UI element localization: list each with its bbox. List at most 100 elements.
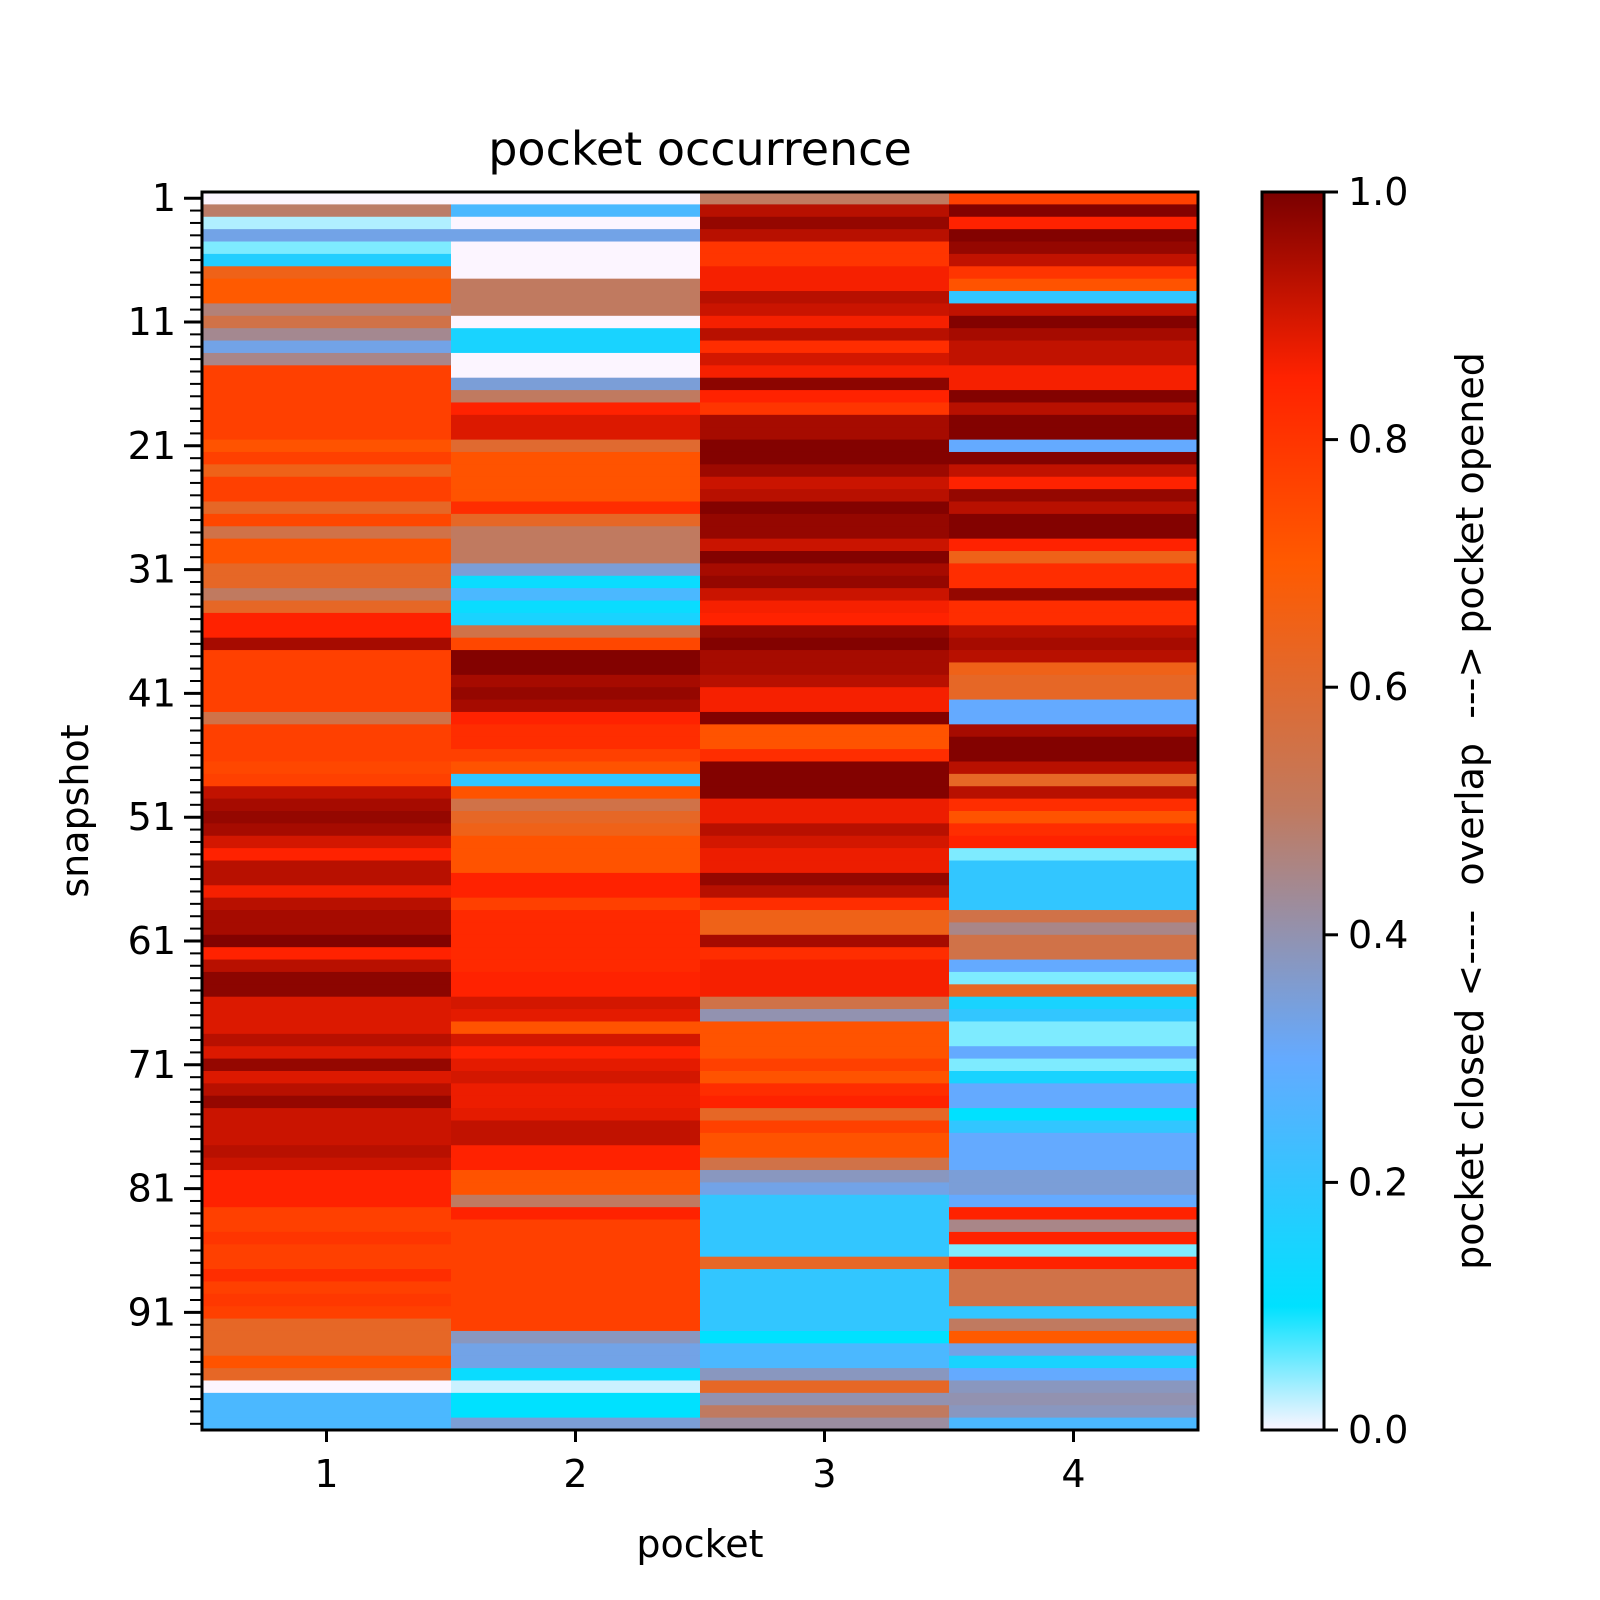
heatmap-cell <box>202 204 452 218</box>
heatmap-cell <box>202 476 452 490</box>
heatmap-cell <box>451 402 701 416</box>
heatmap-cell <box>451 922 701 936</box>
heatmap-cell <box>700 1318 950 1332</box>
heatmap-cell <box>700 699 950 713</box>
heatmap-cell <box>451 1405 701 1419</box>
heatmap-cell <box>451 1368 701 1382</box>
heatmap-cell <box>700 1058 950 1072</box>
colorbar-tick-label: 0.6 <box>1348 665 1408 709</box>
x-tick-label: 1 <box>314 1452 338 1496</box>
heatmap-cell <box>949 811 1199 824</box>
heatmap-cell <box>202 489 452 503</box>
heatmap-cell <box>451 687 701 701</box>
heatmap-cell <box>202 427 452 441</box>
heatmap-cell <box>202 1355 452 1369</box>
heatmap-cell <box>451 1269 701 1283</box>
y-tick-label: 41 <box>128 671 176 715</box>
heatmap-cell <box>202 848 452 862</box>
heatmap-cell <box>202 1170 452 1183</box>
heatmap-cell <box>700 303 950 317</box>
heatmap-cell <box>949 588 1199 602</box>
heatmap-cell <box>700 848 950 862</box>
heatmap-cell <box>700 786 950 800</box>
heatmap-cell <box>451 699 701 713</box>
heatmap-cell <box>949 451 1199 465</box>
heatmap-cell <box>202 724 452 738</box>
heatmap-cell <box>451 749 701 763</box>
heatmap-cell <box>202 513 452 527</box>
heatmap-cell <box>949 1306 1199 1320</box>
heatmap-cell <box>451 1009 701 1023</box>
heatmap-cell <box>700 798 950 812</box>
heatmap-cell <box>949 291 1199 305</box>
heatmap-cell <box>700 513 950 527</box>
x-tick-label: 4 <box>1061 1452 1085 1496</box>
heatmap-cell <box>202 996 452 1010</box>
x-tick-label: 2 <box>563 1452 587 1496</box>
heatmap-cell <box>700 1281 950 1295</box>
heatmap-cell <box>451 427 701 441</box>
heatmap-cell <box>949 971 1199 985</box>
heatmap-cell <box>949 1392 1199 1406</box>
heatmap-cell <box>451 1293 701 1307</box>
heatmap-cell <box>949 1368 1199 1382</box>
heatmap-cell <box>202 1083 452 1097</box>
heatmap-cell <box>451 773 701 787</box>
heatmap-cell <box>949 1293 1199 1307</box>
heatmap-cell <box>700 625 950 639</box>
heatmap-cell <box>202 1009 452 1023</box>
x-tick-label: 3 <box>812 1452 836 1496</box>
y-tick-label: 21 <box>128 424 176 468</box>
heatmap-cell <box>202 637 452 651</box>
heatmap-cell <box>949 650 1199 664</box>
heatmap-cell <box>451 1219 701 1233</box>
x-axis-label: pocket <box>636 1522 763 1566</box>
heatmap-cell <box>202 1095 452 1109</box>
heatmap-cell <box>202 1207 452 1221</box>
heatmap-cell <box>451 934 701 948</box>
heatmap-cell <box>949 1095 1199 1109</box>
heatmap-cell <box>700 1355 950 1369</box>
heatmap-cell <box>700 749 950 763</box>
heatmap-cell <box>202 526 452 540</box>
heatmap-cell <box>949 872 1199 886</box>
heatmap-cell <box>949 526 1199 540</box>
heatmap-cell <box>700 1368 950 1382</box>
heatmap-cell <box>700 811 950 824</box>
heatmap-cell <box>202 934 452 948</box>
heatmap-cell <box>202 402 452 416</box>
heatmap-cell <box>949 860 1199 874</box>
heatmap-cell <box>949 885 1199 899</box>
heatmap-cell <box>700 1306 950 1320</box>
heatmap-cell <box>202 687 452 701</box>
heatmap-cell <box>949 848 1199 862</box>
heatmap-cell <box>451 588 701 602</box>
heatmap-cell <box>451 513 701 527</box>
heatmap-cell <box>949 761 1199 775</box>
heatmap-cell <box>949 476 1199 490</box>
heatmap-cell <box>949 736 1199 750</box>
heatmap-cell <box>700 204 950 218</box>
colorbar-tick-label: 0.0 <box>1348 1408 1408 1452</box>
heatmap-cell <box>451 328 701 342</box>
heatmap-cell <box>949 1170 1199 1183</box>
heatmap-cell <box>949 786 1199 800</box>
heatmap-cell <box>700 489 950 503</box>
y-axis-label: snapshot <box>53 724 97 897</box>
heatmap-cell <box>949 947 1199 961</box>
heatmap-cell <box>202 1405 452 1419</box>
heatmap-cell <box>700 501 950 515</box>
heatmap-cell <box>451 365 701 379</box>
heatmap-cell <box>202 650 452 664</box>
heatmap-cell <box>451 1120 701 1134</box>
heatmap-cell <box>949 278 1199 292</box>
colorbar-axis: 0.0 0.2 0.4 0.6 0.8 1.0 <box>1324 170 1408 1452</box>
heatmap-cell <box>700 724 950 738</box>
heatmap-cell <box>700 1132 950 1146</box>
heatmap-cell <box>451 1046 701 1060</box>
heatmap-cell <box>949 612 1199 626</box>
heatmap-cell <box>700 352 950 366</box>
heatmap-cell <box>451 600 701 614</box>
heatmap-cell <box>700 1231 950 1245</box>
